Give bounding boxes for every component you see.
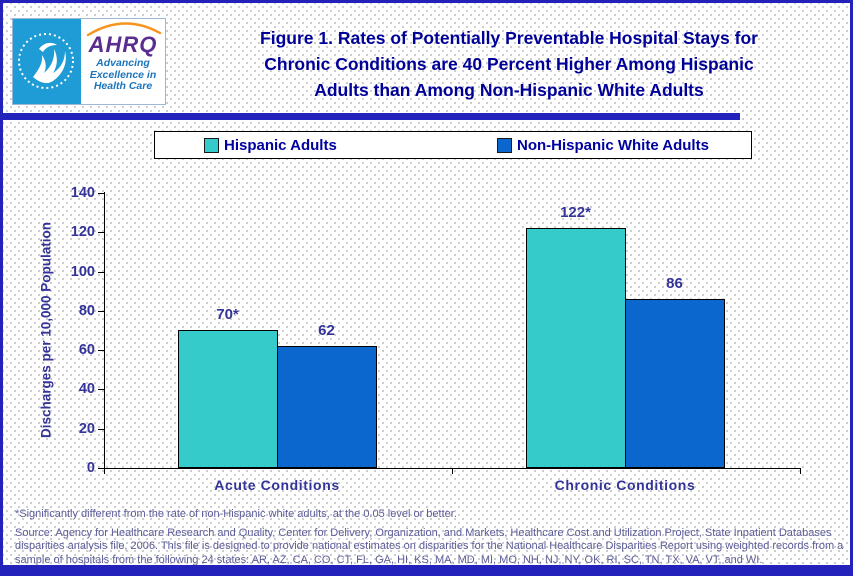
ahrq-hhs-logo: AHRQ Advancing Excellence in Health Care (12, 18, 166, 105)
y-tick-label: 140 (70, 185, 95, 201)
y-tick-label: 20 (78, 420, 95, 437)
tagline-line: Excellence in (89, 68, 157, 81)
hispanic-swatch-icon (204, 137, 219, 153)
y-tick-mark (98, 428, 104, 430)
bar-hispanic-adults (526, 228, 626, 468)
footer-rule (3, 565, 850, 573)
figure-title-line-2: Chronic Conditions are 40 Percent Higher… (264, 54, 754, 74)
tagline-line: Advancing (96, 57, 150, 69)
y-tick-mark (98, 310, 104, 312)
y-tick-mark (98, 350, 104, 352)
hhs-eagle-icon (13, 19, 81, 104)
figure-title: Figure 1. Rates of Potentially Preventab… (173, 25, 845, 103)
y-tick-mark (98, 468, 104, 469)
y-axis-line (104, 192, 105, 469)
bar-hispanic-adults (178, 330, 278, 468)
x-tick-mark (104, 468, 105, 474)
y-tick-label: 60 (78, 342, 95, 359)
x-tick-mark (800, 468, 801, 474)
y-tick-label: 100 (70, 263, 95, 280)
y-axis-title: Discharges per 10,000 Population (38, 221, 54, 439)
legend-item-nonhispanic: Non-Hispanic White Adults (497, 132, 709, 158)
bar-value-label: 122* (560, 204, 591, 221)
bar-value-label: 86 (666, 275, 683, 292)
significance-footnote: *Significantly different from the rate o… (15, 508, 457, 520)
bar-non-hispanic-white-adults (625, 299, 725, 468)
ahrq-acronym: AHRQ (88, 32, 158, 57)
y-tick-label: 80 (78, 302, 95, 319)
y-tick-mark (98, 271, 104, 273)
y-tick-mark (98, 232, 104, 234)
figure-title-line-3: Adults than Among Non-Hispanic White Adu… (314, 80, 704, 100)
header-divider-rule (3, 113, 740, 120)
legend-label: Non-Hispanic White Adults (517, 136, 709, 154)
bar-non-hispanic-white-adults (277, 346, 377, 468)
legend-item-hispanic: Hispanic Adults (204, 132, 337, 158)
bar-value-label: 62 (318, 322, 335, 339)
source-note: Source: Agency for Healthcare Research a… (15, 527, 844, 566)
tagline-line: Health Care (93, 80, 153, 92)
ahrq-tagline: Advancing Excellence in Health Care (81, 57, 165, 93)
category-label: Chronic Conditions (554, 477, 696, 493)
x-tick-mark (452, 468, 453, 474)
y-tick-label: 120 (70, 224, 95, 241)
y-tick-label: 0 (86, 460, 95, 476)
category-label: Acute Conditions (214, 477, 340, 493)
legend-label: Hispanic Adults (224, 136, 337, 154)
figure-title-line-1: Figure 1. Rates of Potentially Preventab… (260, 28, 758, 48)
y-tick-mark (98, 193, 104, 194)
y-tick-label: 40 (78, 381, 95, 398)
bar-value-label: 70* (216, 306, 239, 323)
nonhispanic-swatch-icon (497, 137, 512, 153)
y-tick-mark (98, 389, 104, 391)
ahrq-wordmark: AHRQ Advancing Excellence in Health Care (81, 19, 165, 104)
chart-legend: Hispanic Adults Non-Hispanic White Adult… (154, 131, 752, 159)
